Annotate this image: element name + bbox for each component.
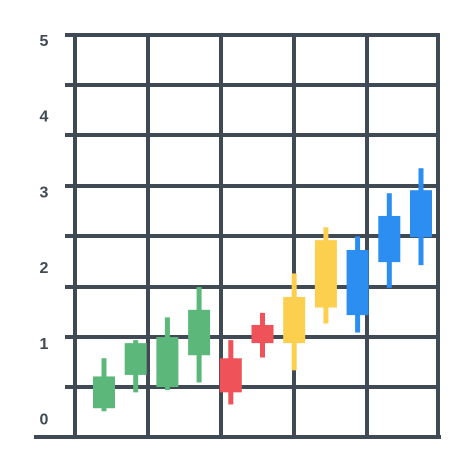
- candle-body: [124, 343, 147, 375]
- y-tick-label: 2: [40, 260, 49, 277]
- candle-body: [219, 358, 242, 393]
- candle-body: [410, 190, 432, 238]
- y-tick-label: 1: [40, 336, 49, 353]
- candle-body: [346, 250, 369, 316]
- candle-body: [283, 296, 306, 344]
- candle-body: [188, 309, 211, 356]
- y-tick-label: 5: [40, 33, 49, 50]
- y-tick-label: 0: [40, 412, 49, 429]
- candle-body: [93, 376, 115, 409]
- candle-body: [156, 337, 179, 388]
- candle-body: [251, 324, 274, 344]
- candle-body: [314, 240, 337, 308]
- grid: [34, 33, 441, 439]
- y-tick-label: 4: [40, 109, 49, 126]
- y-tick-label: 3: [40, 184, 49, 201]
- candle-body: [378, 215, 401, 263]
